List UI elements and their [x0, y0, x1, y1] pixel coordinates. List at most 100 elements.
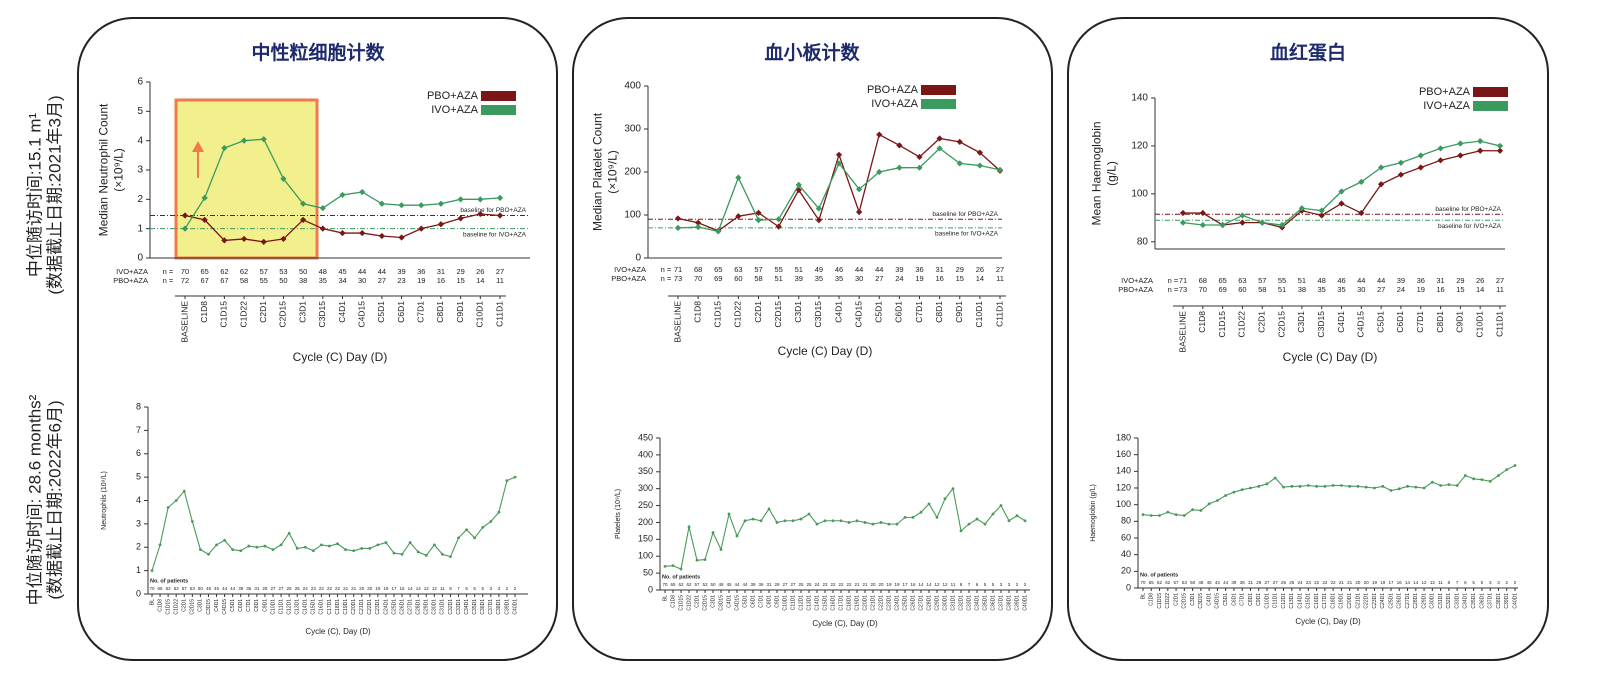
y-tick-label: 120 — [1131, 141, 1148, 152]
patients-count: 21 — [343, 586, 349, 591]
x-tick-label: C24D1 — [1380, 593, 1386, 609]
patients-count: 19 — [417, 276, 425, 285]
baseline-label: baseline for IVO+AZA — [1438, 223, 1502, 230]
patients-count: 6 — [976, 582, 979, 587]
patients-count: 16 — [1397, 580, 1403, 585]
x-tick-label: C8D1 — [766, 595, 772, 608]
data-point — [240, 235, 248, 243]
patients-count: 50 — [710, 582, 716, 587]
patients-count: 57 — [694, 582, 700, 587]
patients-count: 27 — [790, 582, 796, 587]
legend-label: IVO+AZA — [1423, 100, 1470, 112]
patients-count: 53 — [1182, 580, 1188, 585]
patients-count: 11 — [1438, 580, 1443, 585]
data-point — [1282, 485, 1285, 489]
patients-count: 14 — [476, 276, 484, 285]
patients-count: 7 — [968, 582, 971, 587]
data-point — [1015, 514, 1019, 518]
patients-count: 44 — [1223, 580, 1229, 585]
data-point — [759, 519, 763, 523]
x-tick-label: C1D15 — [678, 595, 684, 611]
x-tick-label: C10D1 — [782, 595, 788, 611]
data-point — [879, 521, 883, 524]
y-tick-label: 100 — [1131, 189, 1148, 200]
data-point — [839, 519, 843, 523]
data-point — [457, 215, 464, 222]
data-point — [1338, 200, 1345, 207]
x-tick-label: C2D15 — [190, 599, 196, 615]
x-tick-label: C4D1 — [833, 301, 843, 323]
baseline-label: baseline for PBO+AZA — [1435, 206, 1501, 213]
x-tick-label: C18D1 — [335, 599, 341, 615]
patients-count: 21 — [862, 582, 868, 587]
patients-count: 29 — [1456, 276, 1464, 285]
y-tick-label: 140 — [1116, 466, 1131, 476]
patients-count: 5 — [1481, 580, 1484, 585]
x-tick-label: BASELINE — [179, 301, 189, 343]
patients-count: 70 — [1199, 285, 1207, 294]
data-point — [1457, 140, 1464, 147]
data-point — [903, 515, 907, 519]
x-tick-label: C7D1 — [914, 301, 924, 323]
patients-count: 27 — [1264, 580, 1270, 585]
y-tick-label: 180 — [1116, 432, 1131, 442]
x-tick-label: C16D1 — [830, 595, 836, 611]
y-tick-label: 5 — [136, 472, 141, 482]
patients-label: n = — [661, 265, 672, 274]
patients-count: 25 — [1289, 580, 1295, 585]
x-axis-label: Cycle (C), Day (D) — [812, 619, 878, 628]
row-label: 中位随访时间: 28.6 months² (数据截止日期:2022年6月) — [25, 394, 64, 605]
data-point — [1381, 484, 1385, 488]
x-tick-label: C3D1 — [793, 301, 803, 323]
data-point — [1318, 207, 1325, 214]
y-tick-label: 6 — [136, 448, 141, 458]
patients-count: 3 — [1489, 580, 1492, 585]
patients-count: 6 — [465, 586, 468, 591]
y-tick-label: 1 — [136, 565, 141, 575]
data-point — [791, 519, 795, 523]
x-tick-label: C10D1 — [475, 301, 485, 328]
data-point — [181, 212, 189, 219]
data-point — [823, 519, 827, 523]
patients-row-name: IVO+AZA — [116, 267, 148, 276]
data-point — [1348, 484, 1352, 488]
data-point — [1191, 508, 1194, 512]
x-tick-label: C30D1 — [432, 599, 438, 615]
patients-count: 65 — [1149, 580, 1155, 585]
x-tick-label: C3D1 — [1296, 311, 1306, 333]
data-point — [207, 552, 210, 556]
data-point — [1239, 212, 1246, 219]
data-point — [416, 550, 420, 554]
x-tick-label: C26D1 — [1397, 593, 1403, 609]
data-point — [1464, 474, 1467, 477]
data-point — [835, 151, 843, 158]
legend-swatch — [481, 91, 516, 101]
patients-count: 25 — [295, 586, 301, 591]
patients-count: 36 — [1417, 276, 1425, 285]
x-tick-label: C9D1 — [954, 301, 964, 323]
x-tick-label: C1D8 — [670, 595, 676, 608]
data-point — [1422, 486, 1426, 490]
x-tick-label: C1D15 — [713, 301, 723, 328]
x-tick-label: C8D1 — [1435, 311, 1445, 333]
data-point — [359, 229, 366, 237]
data-point — [983, 522, 987, 526]
patients-count: 62 — [220, 267, 228, 276]
x-tick-label: C34D1 — [464, 599, 470, 615]
x-tick-label: C13D1 — [1289, 593, 1295, 609]
x-tick-label: C2D1 — [694, 595, 700, 608]
data-point — [895, 522, 899, 526]
patients-count: 27 — [1377, 285, 1385, 294]
baseline-label: baseline for IVO+AZA — [935, 231, 999, 238]
patients-count: 53 — [702, 582, 708, 587]
data-point — [352, 549, 356, 553]
patients-count: 25 — [287, 586, 293, 591]
data-point — [513, 475, 517, 479]
patients-count: 48 — [319, 267, 327, 276]
x-tick-label: C14D1 — [1297, 593, 1303, 609]
x-tick-label: C38D1 — [496, 599, 502, 615]
x-tick-label: C27D1 — [918, 595, 924, 611]
patients-count: 44 — [358, 267, 366, 276]
patients-count: 19 — [1380, 580, 1386, 585]
